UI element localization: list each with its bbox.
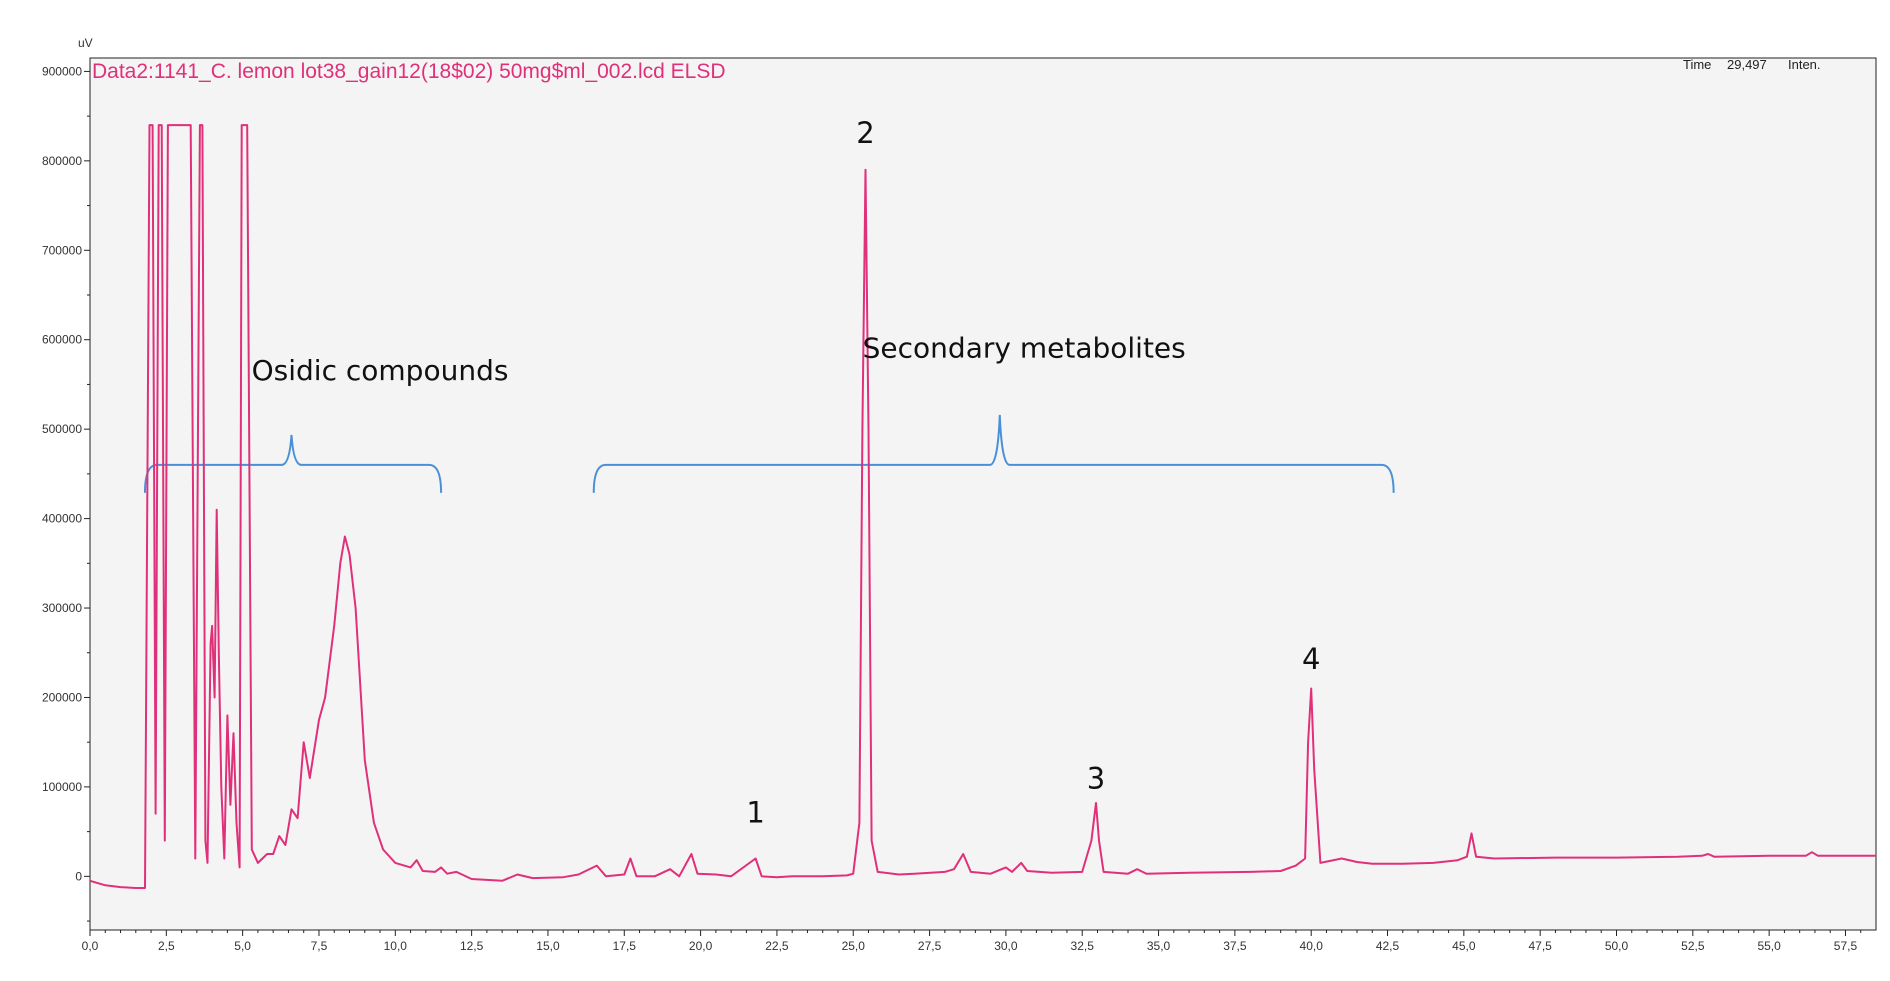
- y-tick-label: 200000: [42, 690, 82, 704]
- x-tick-label: 0,0: [82, 939, 99, 953]
- bracket-2: [592, 414, 1395, 493]
- x-tick-label: 32,5: [1071, 939, 1095, 953]
- x-tick-label: 47,5: [1528, 939, 1552, 953]
- y-tick-label: 400000: [42, 512, 82, 526]
- x-tick-label: 27,5: [918, 939, 942, 953]
- x-tick-label: 10,0: [384, 939, 408, 953]
- annotation-osidic-compounds: Osidic compounds: [252, 354, 509, 387]
- plot-area: [89, 57, 1877, 931]
- x-tick-label: 52,5: [1681, 939, 1705, 953]
- x-tick-label: 5,0: [234, 939, 251, 953]
- x-tick-label: 37,5: [1223, 939, 1247, 953]
- peak-label-3: 3: [1087, 762, 1105, 796]
- x-tick-label: 40,0: [1300, 939, 1324, 953]
- x-tick-label: 15,0: [536, 939, 560, 953]
- time-readout-label: Time: [1683, 57, 1711, 72]
- chart-title: Data2:1141_C. lemon lot38_gain12(18$02) …: [92, 60, 726, 83]
- x-tick-label: 2,5: [158, 939, 175, 953]
- peak-label-1: 1: [746, 796, 764, 830]
- x-tick-label: 45,0: [1452, 939, 1476, 953]
- x-tick-label: 42,5: [1376, 939, 1400, 953]
- peak-label-4: 4: [1302, 642, 1320, 676]
- bracket-1: [143, 434, 443, 493]
- y-tick-label: 0: [75, 869, 82, 883]
- x-tick-label: 7,5: [311, 939, 328, 953]
- bracket-layer: [143, 414, 1395, 493]
- x-tick-label: 12,5: [460, 939, 484, 953]
- annotation-secondary-metabolites: Secondary metabolites: [863, 332, 1186, 365]
- time-readout-value: 29,497: [1727, 57, 1767, 72]
- x-tick-label: 30,0: [994, 939, 1018, 953]
- x-axis: 0,0 2,5 5,0 7,5 10,0 12,5 15,0 17,5 20,0 22,5 25,0…: [82, 930, 1862, 953]
- x-tick-label: 17,5: [613, 939, 637, 953]
- y-axis: 0 100000 200000 300000 400000 500000 600000 700…: [42, 64, 90, 922]
- y-unit-label: uV: [78, 36, 93, 50]
- x-tick-label: 25,0: [842, 939, 866, 953]
- x-tick-label: 20,0: [689, 939, 713, 953]
- x-tick-label: 35,0: [1147, 939, 1171, 953]
- y-tick-label: 700000: [42, 243, 82, 257]
- x-tick-label: 57,5: [1834, 939, 1858, 953]
- x-tick-label: 22,5: [765, 939, 789, 953]
- y-tick-label: 300000: [42, 601, 82, 615]
- elsd-trace-line: [89, 124, 1876, 889]
- peak-label-2: 2: [856, 116, 874, 150]
- y-tick-label: 800000: [42, 154, 82, 168]
- intensity-mode-label: Inten.: [1788, 57, 1821, 72]
- y-tick-label: 500000: [42, 422, 82, 436]
- x-tick-label: 50,0: [1605, 939, 1629, 953]
- x-tick-label: 55,0: [1757, 939, 1781, 953]
- y-tick-label: 900000: [42, 64, 82, 78]
- y-tick-label: 100000: [42, 780, 82, 794]
- y-tick-label: 600000: [42, 333, 82, 347]
